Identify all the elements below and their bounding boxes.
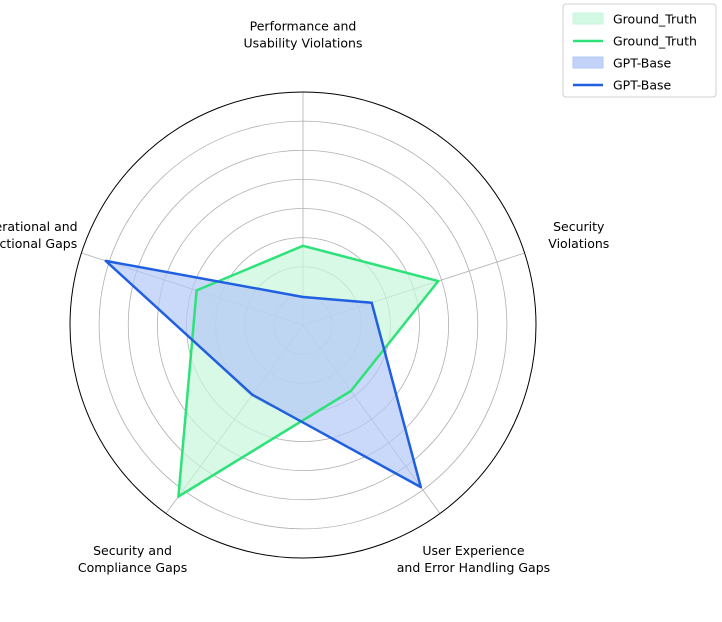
axis-label-1: Security Violations: [548, 219, 609, 251]
data-point-gpt-base-1: [370, 301, 373, 304]
data-point-gpt-base-5: [419, 485, 422, 489]
axis-labels: Security Violations Performance and Usabili…: [0, 19, 609, 576]
axis-label-5: User Experience and Error Handling Gaps: [397, 543, 550, 575]
data-point-ground-truth-5: [349, 389, 353, 393]
legend-label-4: GPT-Base: [613, 78, 672, 93]
series-fill-gpt-base: [105, 260, 421, 488]
data-point-ground-truth-2: [301, 244, 305, 247]
data-point-ground-truth-4: [177, 495, 180, 498]
axis-label-2: Performance and Usability Violations: [244, 19, 363, 51]
legend-swatch-fill-1: [572, 12, 604, 25]
legend-label-3: GPT-Base: [613, 56, 672, 71]
axis-label-4: Security and Compliance Gaps: [78, 543, 187, 575]
data-point-ground-truth-3: [195, 289, 198, 292]
legend-label-2: Ground_Truth: [613, 34, 697, 49]
data-point-ground-truth-1: [436, 279, 440, 283]
data-point-gpt-base-3: [104, 259, 107, 263]
series-line-ground-truth: [177, 244, 440, 498]
legend-label-1: Ground_Truth: [613, 12, 697, 27]
legend: Ground_Truth Ground_Truth GPT-Base GPT-Base: [562, 3, 717, 98]
outer-frame: [69, 91, 537, 559]
radar-series: [104, 244, 440, 498]
series-line-gpt-base: [104, 259, 423, 489]
legend-box: [562, 3, 717, 98]
data-point-gpt-base-4: [251, 393, 254, 396]
data-point-gpt-base-2: [301, 295, 305, 299]
axis-label-3: Operational andFunctional Gaps: [0, 219, 78, 251]
legend-swatch-fill-3: [572, 56, 604, 69]
